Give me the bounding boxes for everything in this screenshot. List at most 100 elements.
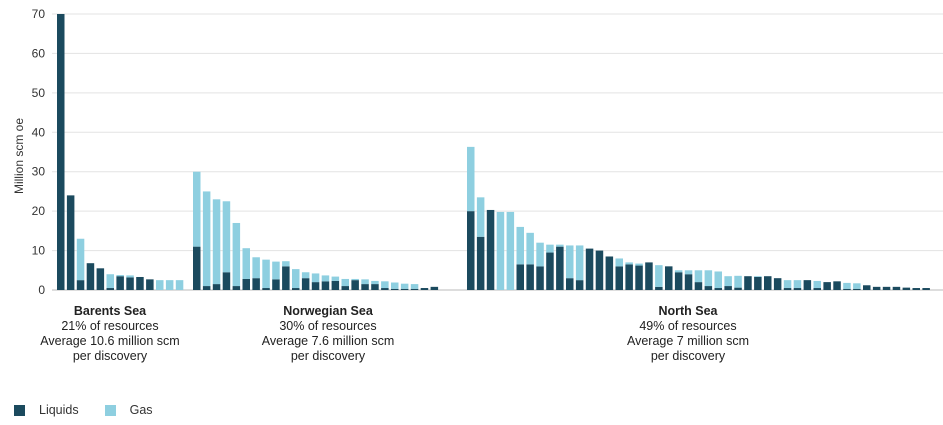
region-label-north-sea: North Sea 49% of resources Average 7 mil… [614, 304, 762, 364]
bar-gas [684, 270, 693, 275]
bar-gas [116, 275, 124, 277]
bar-gas [76, 238, 85, 281]
region-line: per discovery [650, 349, 726, 363]
bar-gas [371, 280, 379, 285]
bar-gas [793, 280, 802, 289]
bar-gas [783, 280, 792, 289]
bar-liquids [872, 286, 881, 290]
bar-liquids [146, 279, 154, 290]
bar-gas [724, 276, 732, 287]
bar-liquids [76, 280, 85, 290]
bar-gas [556, 244, 564, 247]
bar-gas [311, 273, 320, 283]
bar-liquids [912, 288, 920, 290]
y-tick-label: 20 [32, 204, 46, 218]
region-name: Norwegian Sea [283, 304, 373, 318]
bar-liquids [793, 288, 802, 290]
bar-liquids [232, 286, 241, 290]
bar-liquids [301, 278, 310, 290]
bar-liquids [704, 286, 713, 290]
bar-gas [292, 269, 300, 289]
bar-gas [575, 245, 584, 281]
y-axis-ticks: 0 10 20 30 40 50 60 70 [32, 7, 46, 297]
bar-liquids [193, 246, 201, 290]
bar-liquids [66, 195, 75, 290]
bar-gas [704, 270, 713, 287]
bar-gas [212, 199, 221, 285]
bar-liquids [252, 278, 260, 290]
legend: Liquids Gas [14, 403, 179, 417]
bar-liquids [902, 287, 911, 290]
bar-liquids [595, 250, 604, 290]
bar-gas [232, 222, 241, 287]
bar-gas [331, 276, 340, 281]
bar-gas [262, 259, 270, 289]
bar-liquids [863, 285, 871, 290]
bar-liquids [546, 252, 554, 290]
bar-gas [516, 226, 524, 265]
y-tick-label: 70 [32, 7, 46, 21]
bar-liquids [615, 266, 623, 290]
y-tick-label: 50 [32, 86, 46, 100]
bar-gas [635, 263, 643, 266]
bar-gas [165, 280, 174, 290]
bar-liquids [536, 266, 544, 290]
bar-gas [734, 275, 742, 288]
bar-liquids [262, 288, 270, 290]
bar-liquids [476, 236, 485, 290]
bar-liquids [222, 272, 231, 290]
bar-liquids [371, 284, 379, 290]
bar-liquids [136, 276, 144, 290]
bar-gas [615, 258, 623, 267]
bar-gas [506, 211, 515, 290]
legend-swatch-gas [104, 404, 116, 416]
bar-gas [526, 232, 534, 265]
bar-gas [341, 278, 349, 287]
bar-gas [202, 191, 211, 287]
bar-gas [193, 171, 201, 247]
bar-gas [361, 279, 369, 285]
bar-gas [126, 275, 134, 278]
region-line: per discovery [72, 349, 148, 363]
bar-liquids [272, 279, 280, 290]
bar-liquids [400, 288, 409, 290]
bar-gas [496, 211, 505, 290]
bar-liquids [783, 288, 792, 290]
bar-liquids [391, 288, 399, 290]
bar-gas [222, 201, 231, 273]
bar-liquids [96, 268, 105, 290]
bar-gas [391, 282, 399, 289]
bar-liquids [126, 277, 134, 290]
bar-gas [106, 274, 114, 289]
bar-gas [536, 242, 544, 267]
bar-liquids [892, 286, 901, 290]
bar-liquids [655, 286, 663, 290]
y-tick-label: 40 [32, 125, 46, 139]
bar-liquids [724, 286, 732, 290]
bar-gas [301, 272, 310, 279]
bars [57, 14, 930, 290]
bar-gas [252, 257, 260, 279]
region-name: North Sea [658, 304, 718, 318]
bar-gas [467, 146, 475, 212]
bar-liquids [420, 288, 429, 290]
bar-liquids [341, 286, 349, 290]
bar-liquids [351, 280, 359, 290]
bar-liquids [292, 288, 300, 290]
bar-gas [843, 282, 851, 289]
bar-liquids [86, 263, 95, 290]
bar-gas [674, 270, 683, 273]
bar-liquids [882, 286, 891, 290]
bar-gas [381, 281, 389, 289]
bar-liquids [684, 274, 693, 290]
bar-liquids [694, 282, 703, 290]
bar-gas [625, 262, 633, 265]
bar-liquids [361, 284, 369, 290]
bar-gas [566, 245, 574, 279]
bar-liquids [516, 264, 524, 290]
bar-liquids [242, 278, 250, 290]
region-label-barents-sea: Barents Sea 21% of resources Average 10.… [40, 304, 180, 364]
bar-liquids [813, 288, 821, 290]
y-tick-label: 10 [32, 244, 46, 258]
